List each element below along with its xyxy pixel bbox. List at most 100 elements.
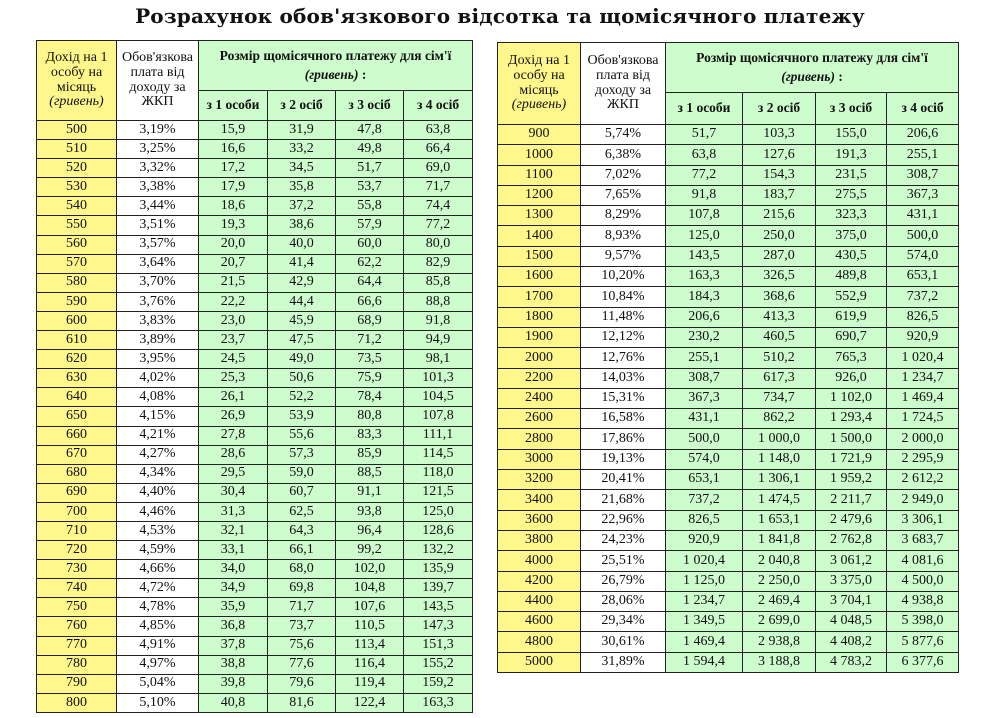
- income-cell: 650: [36, 406, 117, 427]
- payment-4-cell: 500,0: [885, 225, 960, 247]
- col-1-person: з 1 особи: [665, 92, 743, 125]
- payment-1-cell: 32,1: [198, 520, 268, 542]
- payment-2-cell: 154,3: [742, 164, 816, 186]
- payment-1-cell: 125,0: [665, 225, 743, 247]
- col-2-persons: з 2 осіб: [742, 92, 816, 125]
- payment-3-cell: 765,3: [815, 347, 887, 369]
- table-row: 3800 24,23% 920,9 1 841,8 2 762,8 3 683,7: [497, 529, 960, 552]
- payment-4-cell: 2 612,2: [885, 469, 960, 491]
- payment-3-cell: 231,5: [815, 164, 887, 186]
- payment-4-cell: 5 398,0: [885, 611, 960, 633]
- payment-2-cell: 250,0: [742, 225, 816, 247]
- table-row: 1200 7,65% 91,8 183,7 275,5 367,3: [497, 184, 960, 207]
- payment-1-cell: 24,5: [198, 349, 268, 370]
- payment-2-cell: 33,2: [267, 139, 336, 160]
- share-cell: 5,10%: [116, 692, 199, 713]
- share-header: Обов'язкова плата від доходу за ЖКП: [580, 42, 666, 125]
- col-4-persons: з 4 осіб: [402, 90, 474, 121]
- share-cell: 3,83%: [116, 310, 199, 332]
- payment-4-cell: 2 295,9: [885, 448, 960, 471]
- payment-1-cell: 20,0: [198, 234, 268, 255]
- table-row: 2200 14,03% 308,7 617,3 926,0 1 234,7: [497, 367, 960, 389]
- payment-3-cell: 122,4: [335, 692, 404, 713]
- payment-3-cell: 66,6: [335, 291, 404, 312]
- payment-3-cell: 78,4: [335, 387, 404, 408]
- income-cell: 550: [36, 215, 117, 236]
- payment-4-cell: 71,7: [402, 177, 474, 198]
- table-row: 700 4,46% 31,3 62,5 93,8 125,0: [36, 501, 474, 522]
- share-cell: 4,34%: [116, 463, 199, 484]
- payment-1-cell: 16,6: [198, 139, 268, 160]
- income-cell: 570: [36, 253, 117, 274]
- payment-4-cell: 6 377,6: [885, 651, 960, 674]
- table-row: 540 3,44% 18,6 37,2 55,8 74,4: [36, 196, 474, 217]
- payment-header: Розмір щомісячного платежу для сім'ї (гри…: [664, 42, 960, 93]
- payment-1-cell: 21,5: [198, 272, 268, 293]
- payment-1-cell: 91,8: [665, 184, 743, 207]
- payment-1-cell: 28,6: [198, 444, 268, 465]
- payment-2-cell: 69,8: [267, 578, 336, 599]
- income-cell: 710: [36, 520, 117, 542]
- share-cell: 12,12%: [580, 326, 666, 349]
- table-row: 640 4,08% 26,1 52,2 78,4 104,5: [36, 387, 474, 408]
- payment-4-cell: 159,2: [402, 673, 474, 694]
- table-row: 1100 7,02% 77,2 154,3 231,5 308,7: [497, 164, 960, 186]
- payment-1-cell: 107,8: [665, 205, 743, 227]
- payment-3-cell: 619,9: [815, 306, 887, 328]
- payment-2-cell: 79,6: [267, 673, 336, 694]
- payment-4-cell: 1 020,4: [885, 347, 960, 369]
- payment-1-cell: 30,4: [198, 482, 268, 503]
- payment-2-cell: 55,6: [267, 425, 336, 446]
- table-row: 4800 30,61% 1 469,4 2 938,8 4 408,2 5 877,6: [497, 631, 960, 653]
- table-row: 620 3,95% 24,5 49,0 73,5 98,1: [36, 349, 474, 370]
- income-cell: 760: [36, 616, 117, 637]
- payment-4-cell: 147,3: [402, 616, 474, 637]
- income-cell: 660: [36, 425, 117, 446]
- income-cell: 800: [36, 692, 117, 713]
- payment-3-cell: 110,5: [335, 616, 404, 637]
- share-cell: 4,72%: [116, 578, 199, 599]
- payment-4-cell: 104,5: [402, 387, 474, 408]
- payment-2-cell: 1 000,0: [742, 428, 816, 450]
- share-cell: 5,04%: [116, 673, 199, 694]
- share-cell: 26,79%: [580, 570, 666, 592]
- payment-3-cell: 64,4: [335, 272, 404, 293]
- share-cell: 21,68%: [580, 489, 666, 511]
- share-cell: 4,85%: [116, 616, 199, 637]
- payment-2-cell: 52,2: [267, 387, 336, 408]
- payment-1-cell: 574,0: [665, 448, 743, 471]
- payment-1-cell: 1 234,7: [665, 590, 743, 613]
- payment-1-cell: 22,2: [198, 291, 268, 312]
- payment-1-cell: 34,9: [198, 578, 268, 599]
- income-cell: 1600: [497, 266, 581, 288]
- share-cell: 25,51%: [580, 550, 666, 572]
- payment-2-cell: 2 469,4: [742, 590, 816, 613]
- payment-1-cell: 431,1: [665, 408, 743, 430]
- payment-2-cell: 44,4: [267, 291, 336, 312]
- payment-3-cell: 96,4: [335, 520, 404, 542]
- table-row: 680 4,34% 29,5 59,0 88,5 118,0: [36, 463, 474, 484]
- payment-4-cell: 155,2: [402, 654, 474, 675]
- payment-2-cell: 1 306,1: [742, 469, 816, 491]
- payment-1-cell: 63,8: [665, 144, 743, 166]
- payment-4-cell: 206,6: [885, 123, 960, 146]
- payment-1-cell: 31,3: [198, 501, 268, 522]
- payment-2-cell: 66,1: [267, 540, 336, 561]
- payment-2-cell: 45,9: [267, 310, 336, 332]
- income-cell: 900: [497, 123, 581, 146]
- payment-1-cell: 20,7: [198, 253, 268, 274]
- table-row: 730 4,66% 34,0 68,0 102,0 135,9: [36, 559, 474, 580]
- share-cell: 5,74%: [580, 123, 666, 146]
- table-row: 580 3,70% 21,5 42,9 64,4 85,8: [36, 272, 474, 293]
- payment-3-cell: 3 704,1: [815, 590, 887, 613]
- income-cell: 630: [36, 368, 117, 389]
- table-row: 780 4,97% 38,8 77,6 116,4 155,2: [36, 654, 474, 675]
- payment-3-cell: 1 293,4: [815, 408, 887, 430]
- income-cell: 790: [36, 673, 117, 694]
- share-cell: 3,25%: [116, 139, 199, 160]
- payment-4-cell: 143,5: [402, 597, 474, 618]
- payment-1-cell: 51,7: [665, 123, 743, 146]
- share-cell: 4,53%: [116, 520, 199, 542]
- table-row: 1900 12,12% 230,2 460,5 690,7 920,9: [497, 326, 960, 349]
- table-row: 630 4,02% 25,3 50,6 75,9 101,3: [36, 368, 474, 389]
